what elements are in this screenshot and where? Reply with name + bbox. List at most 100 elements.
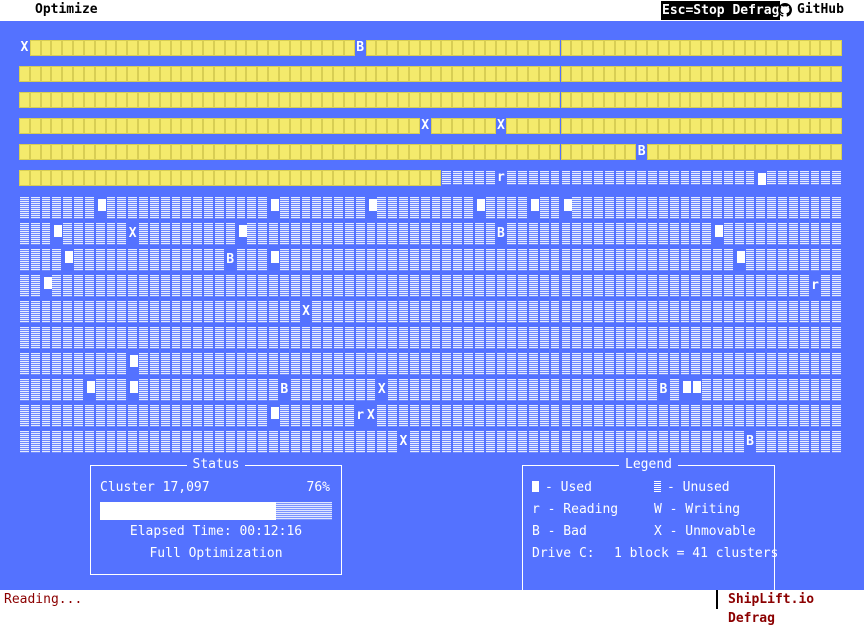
used-block	[268, 144, 279, 160]
unused-block	[615, 327, 625, 349]
unused-block	[593, 249, 603, 271]
unused-block	[30, 197, 40, 219]
used-block	[690, 118, 702, 134]
unused-block	[204, 405, 213, 427]
unused-block	[334, 223, 343, 245]
used-block	[614, 40, 626, 56]
unused-block	[312, 353, 322, 375]
used-block	[278, 66, 290, 82]
unused-block	[485, 275, 495, 297]
unused-block	[713, 327, 722, 349]
unused-block	[323, 301, 333, 323]
used-block	[636, 66, 648, 82]
unused-block	[474, 327, 484, 349]
used-block	[755, 144, 767, 160]
used-block	[766, 40, 778, 56]
unused-block	[84, 353, 94, 375]
unused-block	[723, 405, 733, 427]
used-block	[549, 92, 561, 108]
unused-block	[756, 301, 766, 323]
unused-block	[593, 223, 603, 245]
github-link[interactable]: GitHub	[778, 2, 844, 17]
unused-block	[247, 405, 257, 427]
unused-block	[778, 431, 787, 453]
unused-block	[767, 405, 777, 427]
used-block	[517, 118, 528, 134]
unused-block	[160, 431, 170, 453]
unused-block	[529, 431, 538, 453]
unused-block	[680, 249, 690, 271]
used-block	[657, 118, 669, 134]
unused-block	[485, 223, 495, 245]
unused-block	[139, 275, 148, 297]
unused-block	[247, 431, 257, 453]
unused-block	[680, 353, 690, 375]
unused-block	[399, 275, 408, 297]
used-block	[528, 92, 539, 108]
used-block	[614, 144, 626, 160]
unused-block	[41, 405, 51, 427]
unused-block	[648, 405, 657, 427]
unused-block	[464, 197, 473, 219]
stop-defrag-hint[interactable]: Esc=Stop Defrag	[661, 1, 781, 20]
used-block	[571, 144, 583, 160]
unused-block	[626, 353, 636, 375]
bad-block: B	[637, 144, 646, 159]
used-block	[235, 170, 247, 186]
unused-block	[95, 405, 105, 427]
legend-used: - Used	[532, 480, 592, 495]
unused-block	[583, 405, 592, 427]
unused-block	[171, 301, 181, 323]
used-block	[268, 40, 279, 56]
used-block	[549, 144, 561, 160]
app-title[interactable]: Optimize	[35, 2, 98, 17]
unused-block	[106, 275, 116, 297]
unused-block	[236, 301, 246, 323]
used-block	[528, 144, 539, 160]
unused-block	[496, 197, 506, 219]
unused-block	[160, 275, 170, 297]
used-block	[506, 92, 518, 108]
unused-block	[149, 197, 159, 219]
used-block	[376, 40, 388, 56]
unused-block	[518, 275, 527, 297]
unused-block	[604, 249, 614, 271]
used-block	[495, 144, 507, 160]
unused-block	[550, 249, 560, 271]
used-block	[203, 170, 214, 186]
unused-block	[626, 405, 636, 427]
unused-block	[74, 275, 83, 297]
used-block	[311, 92, 323, 108]
unused-block	[788, 379, 798, 401]
unused-block	[496, 249, 506, 271]
used-block	[549, 66, 561, 82]
unused-block	[561, 171, 571, 185]
used-block	[51, 144, 63, 160]
unused-block	[279, 223, 289, 245]
used-block	[289, 170, 301, 186]
used-block	[73, 170, 84, 186]
used-block	[354, 170, 366, 186]
unused-block	[756, 379, 766, 401]
used-block	[387, 118, 399, 134]
unused-block	[615, 171, 625, 185]
unused-block	[279, 249, 289, 271]
unused-block	[691, 171, 701, 185]
unused-block	[236, 405, 246, 427]
unused-block	[518, 327, 527, 349]
used-block	[246, 170, 258, 186]
unused-block	[680, 327, 690, 349]
unused-block	[312, 275, 322, 297]
used-block	[311, 144, 323, 160]
unused-block	[355, 327, 365, 349]
used-block	[441, 40, 453, 56]
unused-block	[420, 327, 430, 349]
used-block	[463, 144, 474, 160]
unused-block	[539, 171, 549, 185]
empty-block	[715, 225, 724, 237]
unused-block	[572, 431, 582, 453]
unused-block	[593, 275, 603, 297]
unused-block	[496, 301, 506, 323]
unused-block	[680, 431, 690, 453]
unused-block	[117, 379, 127, 401]
